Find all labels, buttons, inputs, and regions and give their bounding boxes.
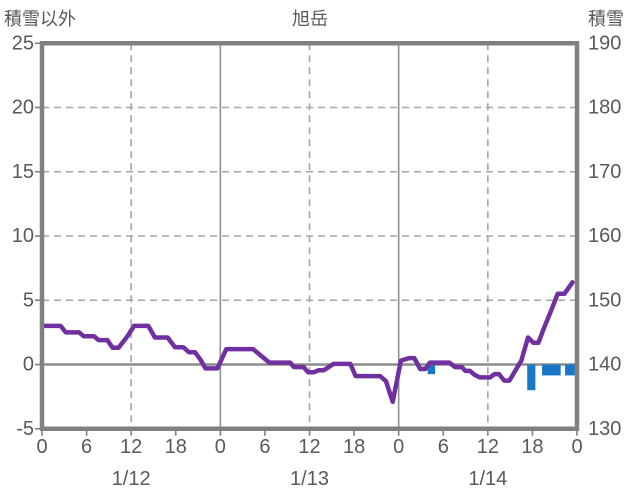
right-axis-tick-label: 160 [588, 225, 621, 247]
x-axis-tick-label: 12 [298, 436, 320, 458]
right-axis-tick-label: 190 [588, 32, 621, 54]
x-axis-tick-label: 12 [120, 436, 142, 458]
x-axis-day-label: 1/13 [290, 468, 329, 490]
x-axis-day-label: 1/14 [468, 468, 507, 490]
temperature-line [39, 280, 575, 405]
snow-depth-bar [565, 364, 576, 376]
x-axis-tick-label: 0 [36, 436, 47, 458]
x-axis-tick-label: 6 [438, 436, 449, 458]
x-axis-day-label: 1/12 [112, 468, 151, 490]
right-axis-tick-label: 140 [588, 354, 621, 376]
left-axis-tick-label: -5 [16, 418, 34, 440]
left-axis-tick-label: 20 [12, 97, 34, 119]
x-axis-tick-label: 6 [81, 436, 92, 458]
x-axis-tick-label: 0 [393, 436, 404, 458]
right-axis-tick-label: 170 [588, 161, 621, 183]
snow-depth-bar [427, 364, 436, 375]
x-axis-tick-label: 0 [571, 436, 582, 458]
right-axis-tick-label: 150 [588, 289, 621, 311]
left-axis-tick-label: 10 [12, 225, 34, 247]
x-axis-tick-label: 18 [343, 436, 365, 458]
right-axis-tick-label: 180 [588, 97, 621, 119]
left-axis-tick-label: 25 [12, 32, 34, 54]
left-axis-tick-label: 5 [23, 289, 34, 311]
left-axis-title: 積雪以外 [4, 9, 76, 29]
snow-depth-bar [527, 364, 536, 391]
right-axis-tick-label: 130 [588, 418, 621, 440]
right-axis-title: 積雪 [588, 9, 624, 29]
x-axis-tick-label: 0 [215, 436, 226, 458]
left-axis-tick-label: 0 [23, 354, 34, 376]
snow-depth-bar [542, 364, 561, 376]
chart-title: 旭岳 [292, 9, 328, 29]
x-axis-tick-label: 18 [521, 436, 543, 458]
x-axis-tick-label: 6 [259, 436, 270, 458]
left-axis-tick-label: 15 [12, 161, 34, 183]
x-axis-tick-label: 12 [477, 436, 499, 458]
x-axis-tick-label: 18 [165, 436, 187, 458]
